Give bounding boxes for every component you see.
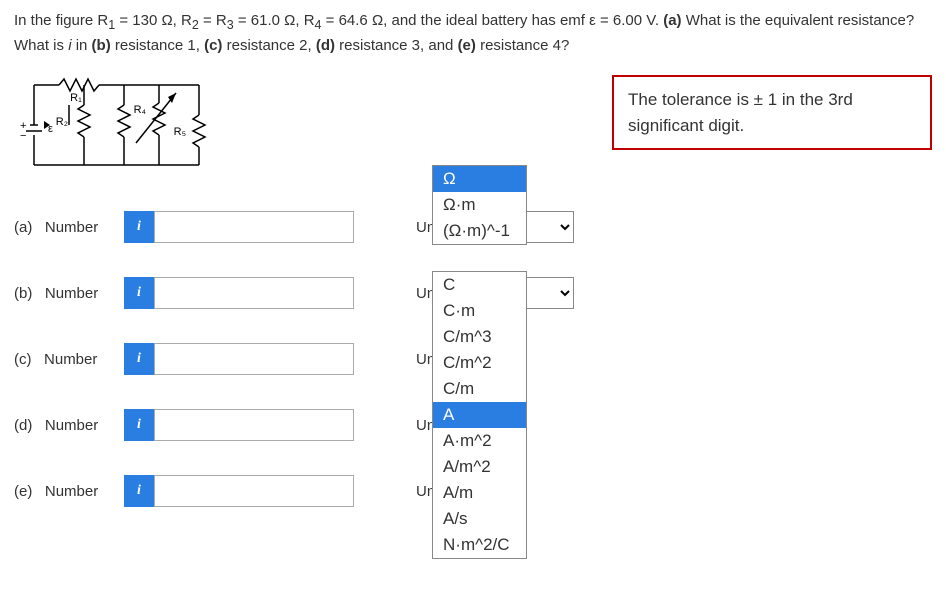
- answer-row-b: (b) Number i Units CC·mC/m^3C/m^2C/mAA·m…: [14, 277, 932, 309]
- units-option[interactable]: (Ω·m)^-1: [433, 218, 526, 244]
- units-option[interactable]: A: [433, 402, 526, 428]
- r2-label: R₂: [56, 116, 68, 128]
- info-icon[interactable]: i: [124, 277, 154, 309]
- answers-section: (a) Number i Units ΩΩ·m(Ω·m)^-1 (b) Numb…: [14, 211, 932, 507]
- info-icon[interactable]: i: [124, 475, 154, 507]
- units-option[interactable]: A/m: [433, 480, 526, 506]
- units-dropdown-b[interactable]: CC·mC/m^3C/m^2C/mAA·m^2A/m^2A/mA/sN·m^2/…: [432, 271, 527, 559]
- part-b-label: (b) Number: [14, 285, 124, 302]
- emf-minus: −: [20, 130, 26, 142]
- part-a-label: (a) Number: [14, 219, 124, 236]
- units-option[interactable]: N·m^2/C: [433, 532, 526, 558]
- info-icon[interactable]: i: [124, 343, 154, 375]
- units-option[interactable]: Ω·m: [433, 192, 526, 218]
- answer-row-a: (a) Number i Units ΩΩ·m(Ω·m)^-1: [14, 211, 932, 243]
- question-text: In the figure R1 = 130 Ω, R2 = R3 = 61.0…: [14, 10, 932, 57]
- r5-label: R₅: [174, 126, 186, 138]
- units-option[interactable]: Ω: [433, 166, 526, 192]
- units-option[interactable]: C/m^2: [433, 350, 526, 376]
- circuit-diagram: R₁ R₅ + − ε: [14, 75, 214, 175]
- info-icon[interactable]: i: [124, 409, 154, 441]
- units-option[interactable]: C·m: [433, 298, 526, 324]
- number-input-d[interactable]: [154, 409, 354, 441]
- units-option[interactable]: A/m^2: [433, 454, 526, 480]
- part-c-label: (c) Number: [14, 351, 124, 368]
- r1-label: R₁: [70, 92, 82, 104]
- info-icon[interactable]: i: [124, 211, 154, 243]
- number-input-c[interactable]: [154, 343, 354, 375]
- units-option[interactable]: C/m: [433, 376, 526, 402]
- units-option[interactable]: C/m^3: [433, 324, 526, 350]
- units-option[interactable]: A·m^2: [433, 428, 526, 454]
- part-d-label: (d) Number: [14, 417, 124, 434]
- number-input-a[interactable]: [154, 211, 354, 243]
- number-input-b[interactable]: [154, 277, 354, 309]
- number-input-e[interactable]: [154, 475, 354, 507]
- units-dropdown-a[interactable]: ΩΩ·m(Ω·m)^-1: [432, 165, 527, 245]
- units-option[interactable]: C: [433, 272, 526, 298]
- units-option[interactable]: A/s: [433, 506, 526, 532]
- tolerance-note: The tolerance is ± 1 in the 3rd signific…: [612, 75, 932, 150]
- r4-label: R₄: [134, 104, 147, 116]
- part-e-label: (e) Number: [14, 483, 124, 500]
